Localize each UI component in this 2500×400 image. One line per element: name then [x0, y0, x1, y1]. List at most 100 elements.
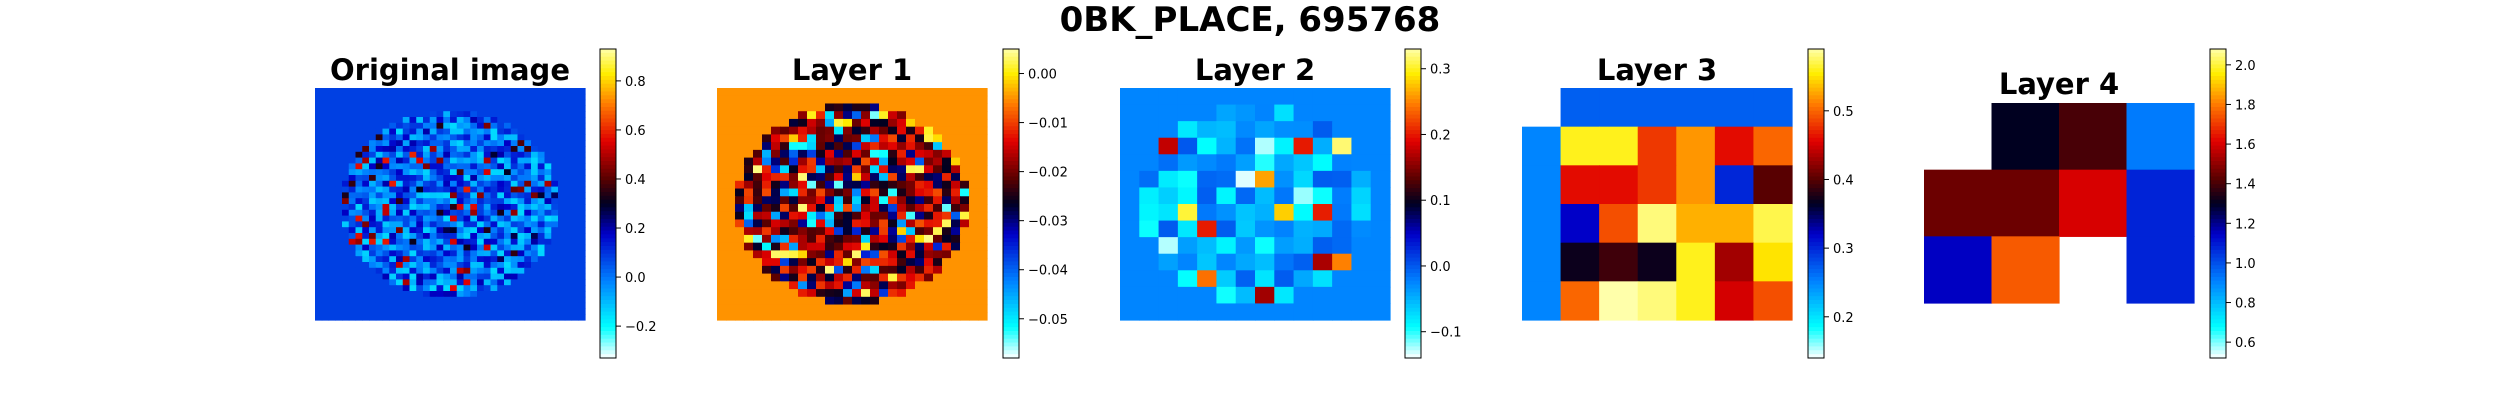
colorbar-segment — [1003, 157, 1019, 162]
heatmap-cell — [342, 198, 350, 205]
heatmap-cell — [504, 256, 512, 263]
heatmap-cell — [402, 146, 411, 153]
heatmap-cell — [369, 88, 377, 95]
heatmap-cell — [816, 312, 826, 321]
heatmap-cell — [342, 221, 350, 228]
heatmap-cell — [416, 302, 424, 309]
heatmap-cell — [477, 256, 485, 263]
heatmap-cell — [843, 165, 853, 174]
heatmap-cell — [870, 281, 880, 290]
colorbar-segment — [1405, 269, 1421, 274]
heatmap-cell — [497, 169, 505, 176]
heatmap-cell — [396, 157, 404, 164]
heatmap-cell — [762, 273, 772, 282]
heatmap-cell — [348, 296, 357, 304]
heatmap-cell — [1139, 286, 1160, 305]
colorbar-segment — [1003, 234, 1019, 239]
heatmap-cell — [423, 93, 431, 101]
heatmap-cell — [551, 134, 559, 141]
heatmap-cell — [564, 221, 573, 228]
colorbar-segment — [1003, 72, 1019, 77]
heatmap-cell — [342, 233, 350, 240]
heatmap-cell — [924, 88, 934, 97]
colorbar-segment — [2210, 230, 2226, 235]
heatmap-cell — [335, 169, 343, 176]
heatmap-cell — [315, 256, 323, 263]
colorbar-segment — [600, 257, 616, 263]
heatmap-cell — [497, 128, 505, 135]
heatmap-cell — [969, 227, 979, 236]
heatmap-cell — [1177, 170, 1198, 189]
heatmap-cell — [551, 209, 559, 217]
heatmap-cell — [335, 204, 343, 211]
heatmap-cell — [888, 281, 898, 290]
heatmap-cell — [816, 118, 826, 128]
heatmap-cell — [456, 151, 465, 159]
colorbar-segment — [1808, 261, 1824, 266]
colorbar-segment — [600, 114, 616, 120]
heatmap-cell — [544, 267, 552, 275]
heatmap-cell — [369, 93, 377, 101]
heatmap-cell — [942, 312, 952, 321]
heatmap-cell — [726, 196, 736, 205]
heatmap-cell — [436, 122, 444, 130]
heatmap-cell — [843, 250, 853, 259]
heatmap-cell — [477, 122, 485, 130]
heatmap-cell — [852, 142, 862, 151]
colorbar-segment — [1003, 149, 1019, 154]
heatmap-cell — [798, 304, 808, 313]
heatmap-cell — [1216, 170, 1237, 189]
heatmap-cell — [558, 175, 566, 182]
heatmap-cell — [1274, 88, 1295, 106]
heatmap-cell — [321, 238, 330, 246]
colorbar-segment — [1808, 273, 1824, 278]
heatmap-cell — [335, 146, 343, 153]
heatmap-cell — [477, 192, 485, 199]
heatmap-cell — [517, 175, 525, 182]
heatmap-cell — [524, 99, 532, 106]
heatmap-cell — [369, 308, 377, 315]
heatmap-cell — [436, 244, 444, 251]
heatmap-cell — [897, 149, 907, 159]
colorbar-segment — [1003, 276, 1019, 282]
heatmap-cell — [544, 308, 552, 315]
colorbar-segment — [2210, 265, 2226, 270]
heatmap-cell — [463, 227, 471, 234]
heatmap-cell — [423, 169, 431, 176]
heatmap-cell — [578, 244, 586, 251]
heatmap-cell — [564, 238, 573, 246]
heatmap-cell — [978, 173, 988, 182]
heatmap-cell — [861, 149, 871, 159]
heatmap-cell — [544, 99, 552, 106]
colorbar-segment — [2210, 126, 2226, 131]
colorbar-segment — [1003, 141, 1019, 147]
heatmap-cell — [762, 126, 772, 135]
heatmap-cell — [342, 134, 350, 141]
heatmap-cell — [423, 88, 431, 95]
heatmap-cell — [497, 262, 505, 269]
heatmap-cell — [942, 219, 952, 228]
heatmap-cell — [564, 204, 573, 211]
heatmap-cell — [470, 111, 478, 118]
heatmap-cell — [396, 296, 404, 304]
colorbar-segment — [600, 122, 616, 127]
heatmap-cell — [1255, 104, 1275, 122]
heatmap-cell — [798, 211, 808, 221]
heatmap-cell — [1197, 137, 1218, 155]
heatmap-cell — [834, 219, 844, 228]
heatmap-cell — [879, 242, 889, 251]
heatmap-cell — [517, 198, 525, 205]
heatmap-cell — [717, 265, 727, 275]
colorbar-segment — [1808, 79, 1824, 85]
heatmap-cell — [1120, 253, 1140, 271]
colorbar-segment — [1003, 56, 1019, 62]
colorbar-segment — [1405, 79, 1421, 85]
colorbar-segment — [1003, 342, 1019, 348]
heatmap-cell — [470, 296, 478, 304]
colorbar-segment — [600, 87, 616, 93]
heatmap-cell — [843, 289, 853, 298]
heatmap-cell — [369, 302, 377, 309]
heatmap-cell — [578, 192, 586, 199]
heatmap-cell — [429, 180, 438, 188]
heatmap-cell — [416, 105, 424, 112]
